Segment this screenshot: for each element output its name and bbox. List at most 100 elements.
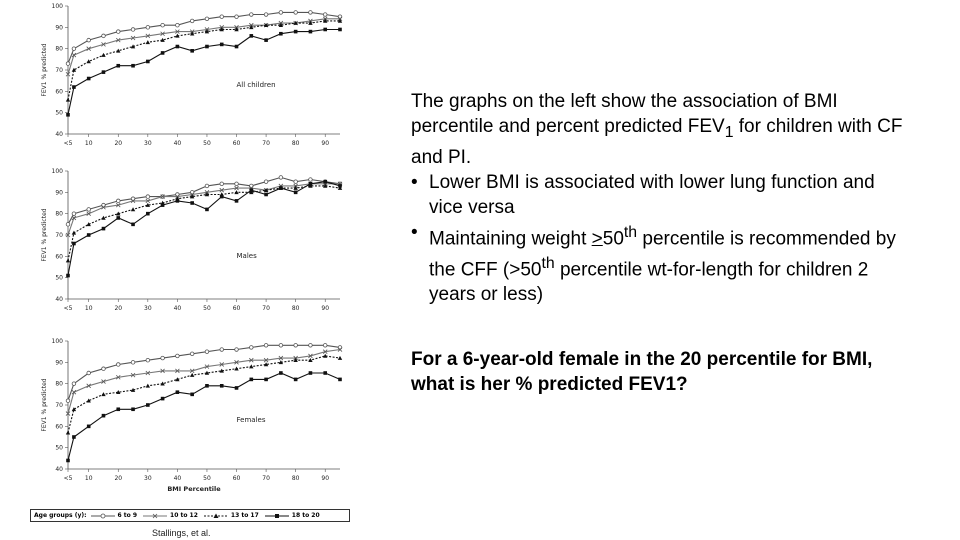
data-point — [293, 190, 298, 195]
data-point — [204, 29, 210, 34]
data-point — [175, 33, 180, 38]
x-tick-label: 30 — [144, 140, 152, 147]
bullet-2-ge-symbol: > — [591, 228, 603, 250]
y-axis-label: FEV1 % predicted — [41, 378, 48, 431]
data-point — [234, 366, 239, 371]
bullet-list: • Lower BMI is associated with lower lung… — [411, 170, 911, 308]
intro-text-b: for children with CF and PI. — [411, 116, 903, 168]
bullet-2-text-a: Maintaining weight — [429, 228, 592, 250]
data-point — [101, 204, 106, 210]
data-point — [101, 392, 106, 397]
y-tick-label: 80 — [55, 211, 63, 218]
data-point — [323, 12, 328, 17]
bullet-2-text-d: percentile wt-for-length for children 2 … — [429, 259, 869, 306]
data-point — [101, 33, 106, 39]
data-point — [66, 273, 70, 278]
data-point — [337, 18, 343, 23]
legend-swatch-circle-icon — [90, 513, 115, 518]
data-point — [293, 185, 298, 190]
data-point — [189, 31, 195, 36]
data-point — [189, 372, 195, 377]
data-point — [65, 232, 71, 238]
data-point — [65, 430, 71, 435]
data-point — [101, 70, 106, 74]
data-point — [219, 27, 224, 32]
x-tick-label: 90 — [321, 475, 329, 482]
x-tick-label: 60 — [233, 305, 241, 312]
data-point — [101, 215, 106, 220]
data-point — [86, 370, 91, 376]
data-point — [71, 381, 77, 386]
data-point — [175, 199, 180, 203]
x-tick-label: 70 — [262, 475, 270, 482]
data-point — [145, 194, 151, 199]
series-line-1 — [67, 11, 341, 64]
data-point — [249, 345, 254, 350]
data-point — [146, 403, 150, 407]
x-tick-label: 10 — [85, 475, 93, 482]
data-point — [71, 67, 77, 72]
series-line-4 — [67, 181, 341, 276]
data-point — [249, 364, 254, 369]
data-point — [115, 202, 121, 208]
bullet-2-text-c: percentile is recommended by the CFF (>5… — [429, 228, 896, 281]
x-tick-label: 90 — [321, 305, 329, 312]
data-point — [323, 343, 328, 348]
data-point — [249, 25, 254, 30]
data-point — [145, 25, 151, 30]
data-point — [116, 362, 121, 367]
data-point — [249, 190, 254, 195]
data-point — [190, 49, 194, 53]
bullet-2-text-b: 50 — [602, 228, 624, 250]
data-point — [86, 46, 91, 51]
data-point — [293, 20, 298, 25]
data-point — [175, 29, 180, 34]
data-point — [86, 76, 91, 81]
data-point — [293, 179, 298, 184]
data-point — [308, 182, 313, 186]
data-point — [65, 398, 71, 403]
x-axis-label: BMI Percentile — [167, 485, 221, 493]
data-point — [71, 52, 77, 58]
x-tick-label: 50 — [203, 475, 211, 482]
series-line-2 — [67, 183, 340, 236]
data-point — [279, 186, 283, 190]
x-tick-label: <5 — [64, 140, 73, 147]
data-point — [65, 222, 71, 227]
data-point — [263, 188, 269, 192]
data-point — [205, 207, 209, 212]
data-point — [160, 203, 165, 207]
data-point — [293, 377, 298, 382]
legend-item-13-17: 13 to 17 — [203, 512, 259, 520]
series-line-1 — [67, 344, 341, 401]
charts-region: 40 50 60 70 80 90 100 <5 10 20 30 40 50 60 70 80 90 FEV1 … — [28, 0, 358, 525]
data-point — [293, 10, 298, 15]
data-point — [293, 29, 298, 34]
data-point — [175, 368, 180, 374]
data-point — [101, 226, 106, 231]
chart-males: 40 50 60 70 80 90 100 <5 10 20 30 40 50 60 70 80 90 FEV1 … — [41, 168, 343, 312]
series-line-4 — [67, 28, 340, 115]
data-point — [278, 360, 284, 365]
data-point — [234, 199, 239, 203]
data-point — [146, 59, 150, 64]
data-point — [323, 183, 328, 188]
data-point — [308, 353, 313, 359]
data-point — [249, 357, 254, 363]
data-point — [160, 194, 165, 199]
data-point — [204, 183, 210, 189]
data-point — [338, 377, 342, 382]
y-tick-label: 80 — [55, 46, 63, 53]
x-tick-label: <5 — [64, 475, 73, 482]
data-point — [234, 185, 239, 191]
x-tick-label: 20 — [114, 475, 122, 482]
data-point — [175, 23, 180, 28]
data-point — [146, 211, 150, 216]
series-line-4 — [67, 372, 341, 461]
bullet-dot-icon: • — [411, 171, 418, 193]
data-point — [322, 349, 328, 354]
x-tick-label: 80 — [292, 305, 300, 312]
data-point — [219, 368, 224, 373]
data-point — [130, 27, 136, 32]
y-tick-label: 40 — [55, 296, 63, 303]
